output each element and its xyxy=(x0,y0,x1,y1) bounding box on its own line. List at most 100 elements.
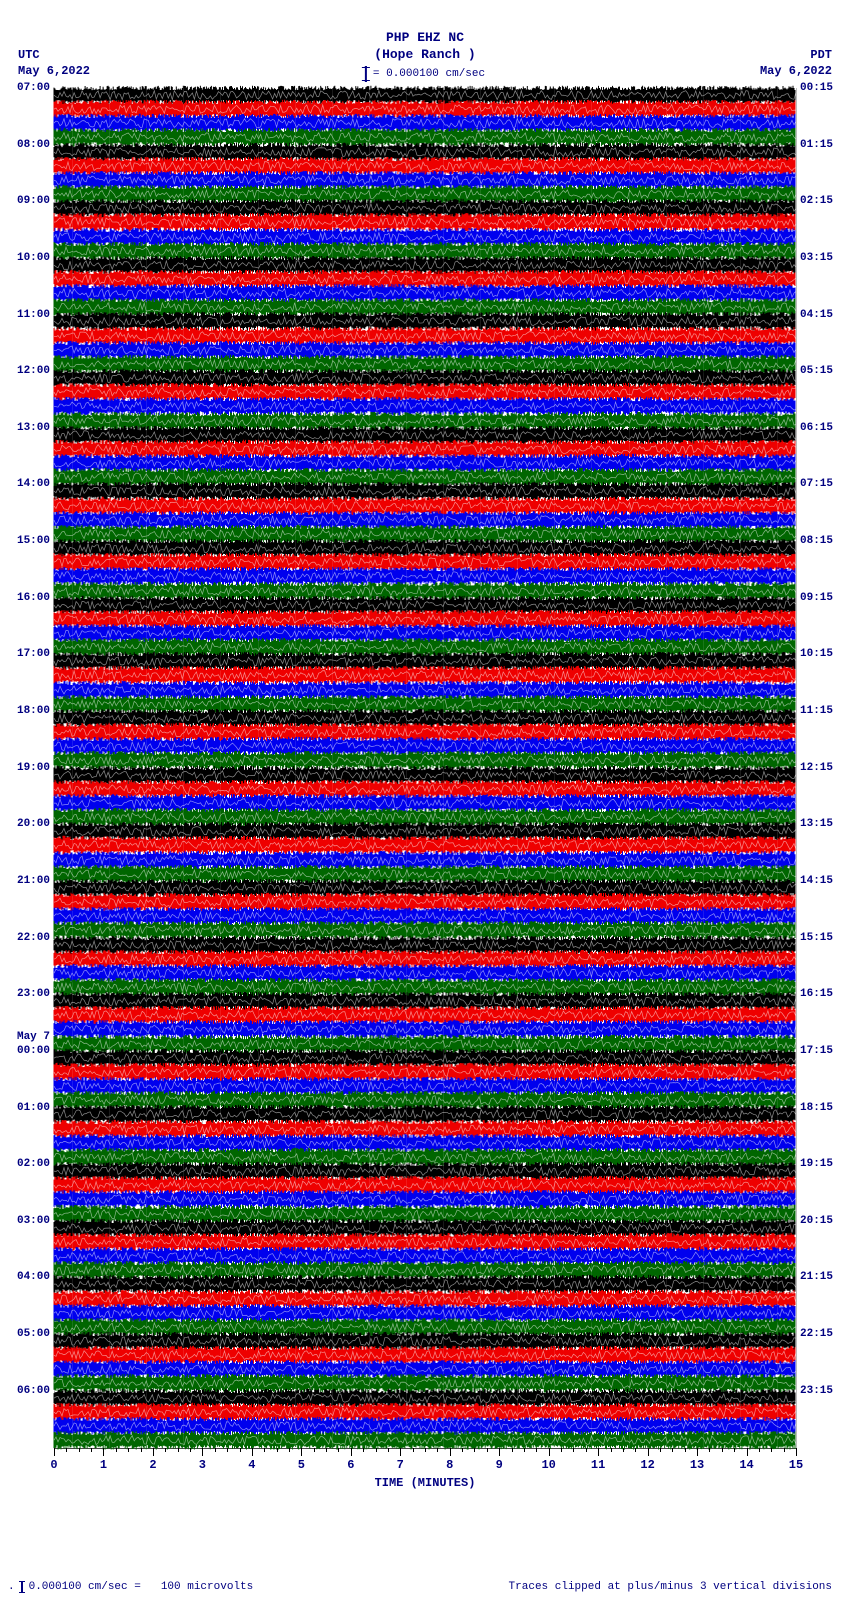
x-tick-minor xyxy=(178,1448,179,1452)
left-time-label: 21:00 xyxy=(17,875,54,887)
x-tick-minor xyxy=(79,1448,80,1452)
left-time-label: 13:00 xyxy=(17,422,54,434)
footer-right: Traces clipped at plus/minus 3 vertical … xyxy=(509,1581,832,1593)
right-tz: PDT xyxy=(760,48,832,62)
x-tick-minor xyxy=(586,1448,587,1452)
left-time-label: 23:00 xyxy=(17,988,54,1000)
x-tick-minor xyxy=(462,1448,463,1452)
footer-prefix-dot: . xyxy=(8,1581,15,1593)
right-date: May 6,2022 xyxy=(760,64,832,78)
x-tick-minor xyxy=(611,1448,612,1452)
chart-header: PHP EHZ NC (Hope Ranch ) xyxy=(0,30,850,62)
right-time-label: 14:15 xyxy=(796,875,833,887)
right-time-label: 09:15 xyxy=(796,592,833,604)
x-tick-label: 2 xyxy=(149,1458,156,1472)
x-tick-minor xyxy=(277,1448,278,1452)
footer-left-value: 0.000100 cm/sec = xyxy=(29,1581,141,1593)
trace-row xyxy=(54,1433,796,1447)
x-tick-minor xyxy=(474,1448,475,1452)
x-tick xyxy=(450,1448,451,1456)
x-tick-minor xyxy=(91,1448,92,1452)
right-time-label: 12:15 xyxy=(796,762,833,774)
footer-scale-bar-icon xyxy=(21,1581,23,1593)
right-time-label: 02:15 xyxy=(796,195,833,207)
right-time-label: 07:15 xyxy=(796,478,833,490)
x-tick-label: 11 xyxy=(591,1458,605,1472)
left-time-label: 22:00 xyxy=(17,932,54,944)
x-tick-label: 6 xyxy=(347,1458,354,1472)
left-time-label: 11:00 xyxy=(17,309,54,321)
right-timezone-block: PDT May 6,2022 xyxy=(760,48,832,78)
left-time-label: 04:00 xyxy=(17,1271,54,1283)
right-time-label: 18:15 xyxy=(796,1102,833,1114)
left-time-label: 17:00 xyxy=(17,648,54,660)
x-tick-minor xyxy=(709,1448,710,1452)
left-time-label: May 7 xyxy=(17,1031,54,1043)
x-tick-label: 0 xyxy=(50,1458,57,1472)
left-time-label: 18:00 xyxy=(17,705,54,717)
x-tick-label: 15 xyxy=(789,1458,803,1472)
footer-left-suffix: 100 microvolts xyxy=(161,1581,253,1593)
x-tick xyxy=(796,1448,797,1456)
x-tick xyxy=(54,1448,55,1456)
left-time-label: 02:00 xyxy=(17,1158,54,1170)
x-tick xyxy=(153,1448,154,1456)
x-tick-label: 9 xyxy=(496,1458,503,1472)
x-tick-label: 5 xyxy=(298,1458,305,1472)
scale-indicator: = 0.000100 cm/sec xyxy=(365,66,485,82)
x-tick-minor xyxy=(66,1448,67,1452)
right-time-label: 10:15 xyxy=(796,648,833,660)
left-date: May 6,2022 xyxy=(18,64,90,78)
x-tick xyxy=(499,1448,500,1456)
left-time-label: 01:00 xyxy=(17,1102,54,1114)
x-tick-minor xyxy=(722,1448,723,1452)
x-axis-title: TIME (MINUTES) xyxy=(54,1476,796,1490)
x-tick-minor xyxy=(759,1448,760,1452)
right-time-label: 03:15 xyxy=(796,252,833,264)
x-tick-minor xyxy=(524,1448,525,1452)
x-tick xyxy=(549,1448,550,1456)
x-tick xyxy=(648,1448,649,1456)
x-tick-minor xyxy=(573,1448,574,1452)
left-time-label: 15:00 xyxy=(17,535,54,547)
left-time-label: 10:00 xyxy=(17,252,54,264)
x-tick-minor xyxy=(784,1448,785,1452)
x-tick-minor xyxy=(289,1448,290,1452)
left-time-label: 12:00 xyxy=(17,365,54,377)
x-tick-label: 3 xyxy=(199,1458,206,1472)
x-tick-minor xyxy=(314,1448,315,1452)
x-tick-minor xyxy=(734,1448,735,1452)
right-time-label: 20:15 xyxy=(796,1215,833,1227)
x-tick xyxy=(598,1448,599,1456)
left-time-label: 05:00 xyxy=(17,1328,54,1340)
right-time-label: 04:15 xyxy=(796,309,833,321)
left-time-label: 07:00 xyxy=(17,82,54,94)
right-time-label: 00:15 xyxy=(796,82,833,94)
x-tick-label: 8 xyxy=(446,1458,453,1472)
x-tick xyxy=(103,1448,104,1456)
x-tick-minor xyxy=(376,1448,377,1452)
right-time-label: 15:15 xyxy=(796,932,833,944)
x-tick-minor xyxy=(338,1448,339,1452)
right-time-label: 05:15 xyxy=(796,365,833,377)
station-name: (Hope Ranch ) xyxy=(0,47,850,62)
x-tick-minor xyxy=(437,1448,438,1452)
right-time-label: 13:15 xyxy=(796,818,833,830)
x-tick-minor xyxy=(326,1448,327,1452)
x-tick xyxy=(202,1448,203,1456)
x-tick-minor xyxy=(623,1448,624,1452)
x-tick-minor xyxy=(141,1448,142,1452)
left-time-label: 03:00 xyxy=(17,1215,54,1227)
x-tick-minor xyxy=(771,1448,772,1452)
x-tick-minor xyxy=(227,1448,228,1452)
x-tick xyxy=(400,1448,401,1456)
left-timezone-block: UTC May 6,2022 xyxy=(18,48,90,78)
x-tick-minor xyxy=(512,1448,513,1452)
right-time-label: 08:15 xyxy=(796,535,833,547)
x-tick-minor xyxy=(487,1448,488,1452)
right-time-label: 17:15 xyxy=(796,1045,833,1057)
x-tick xyxy=(301,1448,302,1456)
right-time-label: 22:15 xyxy=(796,1328,833,1340)
left-tz: UTC xyxy=(18,48,90,62)
x-tick xyxy=(747,1448,748,1456)
